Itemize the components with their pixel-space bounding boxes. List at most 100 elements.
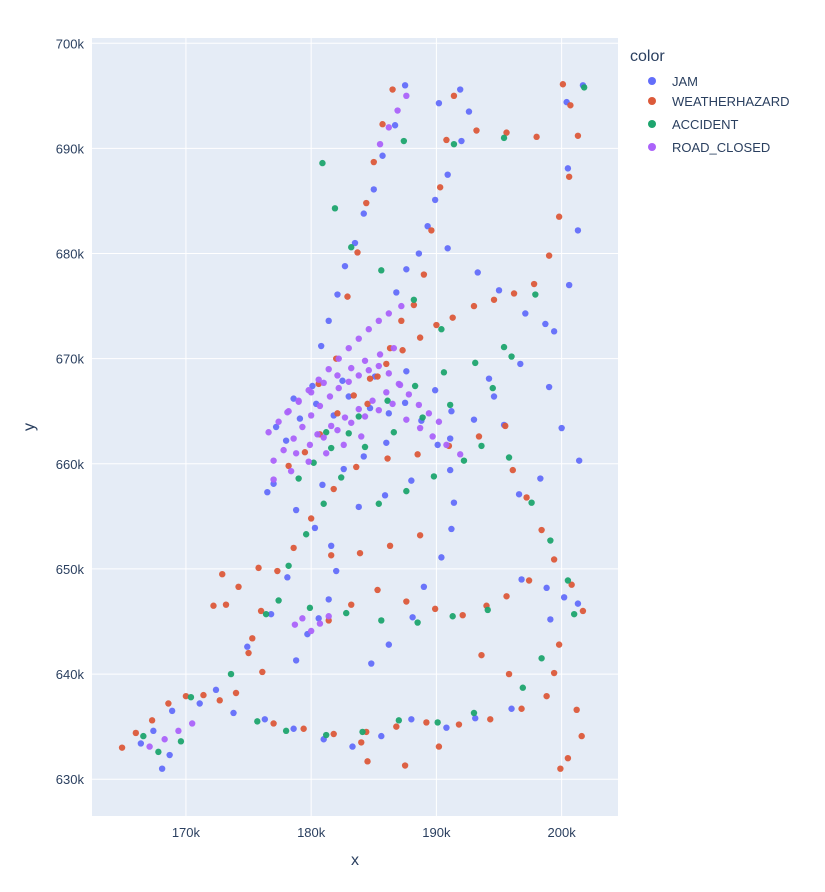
weatherhazard-point	[490, 296, 498, 303]
jam-point	[547, 616, 554, 623]
road-closed-point	[435, 418, 443, 425]
weatherhazard-point	[543, 692, 550, 700]
weatherhazard-point	[503, 129, 510, 136]
jam-point	[166, 751, 173, 759]
accident-point	[177, 738, 185, 745]
jam-point	[368, 660, 375, 667]
jam-point	[450, 499, 458, 506]
weatherhazard-point	[533, 133, 540, 141]
weatherhazard-point	[550, 556, 558, 563]
weatherhazard-point	[366, 375, 374, 382]
accident-point	[338, 474, 345, 481]
jam-point	[435, 99, 443, 107]
accident-point	[414, 619, 421, 626]
weatherhazard-point	[348, 601, 355, 608]
accident-point	[478, 442, 485, 450]
legend-marker-accident	[648, 120, 656, 128]
jam-point	[508, 705, 515, 712]
road-closed-point	[398, 302, 405, 310]
weatherhazard-point	[379, 121, 386, 128]
jam-point	[325, 596, 332, 603]
jam-point	[543, 584, 550, 592]
jam-point	[448, 408, 455, 415]
jam-point	[465, 108, 473, 115]
jam-point	[168, 707, 176, 715]
accident-point	[430, 473, 438, 480]
legend-item-road-closed[interactable]: ROAD_CLOSED	[648, 140, 770, 155]
road-closed-point	[340, 441, 347, 449]
weatherhazard-point	[330, 485, 337, 493]
road-closed-point	[361, 357, 369, 364]
road-closed-point	[403, 92, 410, 100]
jam-point	[401, 82, 409, 89]
road-closed-point	[403, 416, 410, 423]
x-axis-ticks: 170k 180k 190k 200k	[172, 825, 576, 840]
weatherhazard-point	[414, 451, 421, 458]
weatherhazard-point	[555, 641, 563, 648]
accident-point	[140, 732, 147, 740]
accident-point	[319, 159, 326, 167]
weatherhazard-point	[393, 723, 400, 730]
plot-area	[92, 38, 618, 816]
accident-point	[403, 487, 410, 495]
accident-point	[470, 709, 478, 717]
accident-point	[227, 670, 235, 678]
jam-point	[574, 600, 582, 607]
jam-point	[408, 477, 415, 484]
road-closed-point	[376, 351, 384, 358]
accident-point	[254, 718, 261, 725]
weatherhazard-point	[257, 607, 265, 615]
accident-point	[528, 499, 535, 506]
weatherhazard-point	[334, 410, 341, 417]
weatherhazard-point	[559, 81, 567, 88]
road-closed-point	[320, 434, 327, 441]
weatherhazard-point	[450, 92, 458, 100]
jam-point	[137, 740, 145, 747]
road-closed-point	[270, 476, 277, 483]
accident-point	[400, 137, 408, 145]
weatherhazard-point	[579, 607, 587, 615]
jam-point	[378, 732, 385, 740]
accident-point	[460, 457, 468, 464]
road-closed-point	[146, 743, 153, 750]
road-closed-point	[429, 433, 436, 440]
jam-point	[515, 491, 523, 498]
road-closed-point	[443, 441, 450, 449]
legend-item-jam[interactable]: JAM	[648, 74, 698, 89]
weatherhazard-point	[235, 583, 242, 591]
weatherhazard-point	[364, 758, 371, 765]
accident-point	[450, 140, 458, 148]
accident-point	[355, 413, 362, 420]
weatherhazard-point	[290, 544, 297, 552]
jam-point	[282, 437, 290, 444]
jam-point	[474, 269, 481, 276]
road-closed-point	[385, 310, 393, 317]
legend-label-road-closed: ROAD_CLOSED	[672, 140, 770, 155]
road-closed-point	[326, 393, 334, 400]
road-closed-point	[355, 372, 362, 379]
road-closed-point	[457, 451, 464, 458]
jam-point	[334, 291, 341, 298]
road-closed-point	[425, 410, 433, 417]
accident-point	[410, 296, 418, 303]
road-closed-point	[358, 433, 365, 440]
weatherhazard-point	[416, 334, 424, 341]
weatherhazard-point	[200, 691, 207, 699]
road-closed-point	[375, 317, 382, 325]
jam-point	[351, 239, 359, 247]
legend-item-weatherhazard[interactable]: WEATHERHAZARD	[648, 94, 789, 109]
legend-marker-jam	[648, 77, 656, 85]
legend: color JAM WEATHERHAZARD ACCIDENT ROAD_CL…	[630, 48, 789, 155]
legend-item-accident[interactable]: ACCIDENT	[648, 117, 739, 132]
jam-point	[448, 525, 455, 533]
weatherhazard-point	[399, 347, 406, 354]
road-closed-point	[306, 441, 314, 449]
road-closed-point	[161, 736, 168, 743]
jam-point	[264, 488, 271, 496]
jam-point	[311, 524, 319, 532]
road-closed-point	[390, 344, 398, 352]
accident-point	[378, 267, 385, 274]
weatherhazard-point	[374, 373, 381, 380]
jam-point	[575, 457, 583, 464]
accident-point	[331, 205, 339, 212]
